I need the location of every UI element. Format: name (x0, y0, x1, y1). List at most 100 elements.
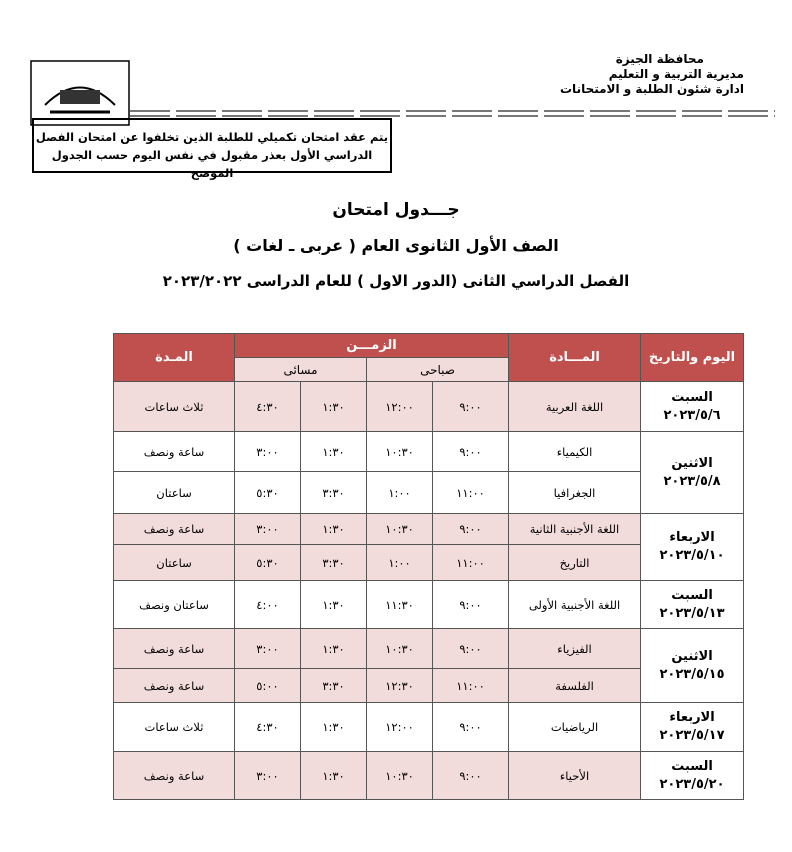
time: ١٠:٣٠ (366, 628, 434, 669)
day-name: الاثنين (671, 455, 713, 471)
time: ٥:٠٠ (233, 668, 302, 703)
header-cell: اليوم والتاريخ (640, 333, 745, 382)
time: ١١:٣٠ (366, 580, 434, 629)
time: ٥:٣٠ (233, 471, 302, 514)
table-body: السبت ٢٠٢٣/٥/٦ اللغة العربية ٩:٠٠ ١٢:٠٠ ١:٣٠ ٤… (113, 381, 745, 800)
header-cell: مسائى (233, 357, 368, 382)
notice-line: الدراسي الأول بعذر مقبول في نفس اليوم حس… (51, 148, 373, 180)
time: ١١:٠٠ (432, 668, 510, 703)
duration: ساعة ونصف (113, 628, 235, 669)
time: ١:٣٠ (300, 580, 368, 629)
date: ٢٠٢٣/٥/١٥ (659, 666, 725, 682)
header-line: مديرية التربية و التعليم (608, 67, 744, 81)
subject: الفيزياء (508, 628, 642, 669)
subject: الكيمياء (508, 431, 642, 472)
header: محافظة الجيزة مديرية التربية و التعليم ا… (560, 52, 744, 97)
header-cell: المـــادة (508, 333, 642, 382)
duration: ساعة ونصف (113, 668, 235, 703)
date: ٢٠٢٣/٥/١٠ (659, 548, 725, 563)
time: ٣:٠٠ (233, 513, 302, 545)
duration: ساعة ونصف (113, 751, 235, 800)
time: ٣:٣٠ (300, 544, 368, 581)
day-cell: الاربعاء ٢٠٢٣/٥/١٠ (640, 513, 745, 581)
time: ١:٣٠ (300, 702, 368, 752)
duration: ساعتان (113, 471, 235, 514)
date: ٢٠٢٣/٥/١٣ (659, 605, 725, 621)
table-row: الاثنين ٢٠٢٣/٥/٨ الكيمياء ٩:٠٠ ١٠:٣٠ ١:٣٠ ٣:٠٠… (113, 431, 745, 514)
subtitle: الصف الأول الثانوى العام ( عربى ـ لغات ) (233, 236, 559, 255)
time: ٣:٠٠ (233, 431, 302, 472)
title: جـــدول امتحان (332, 200, 460, 220)
day-name: الاربعاء (669, 530, 715, 545)
time: ١٠:٣٠ (366, 431, 434, 472)
header-cell: المـدة (113, 333, 235, 382)
day-cell: الاربعاء ٢٠٢٣/٥/١٧ (640, 702, 745, 752)
notice-line: يتم عقد امتحان تكميلي للطلبة الذين تخلفو… (35, 130, 389, 144)
header-cell: صباحى (366, 357, 510, 382)
time: ١١:٠٠ (432, 544, 510, 581)
time: ١٢:٠٠ (366, 381, 434, 432)
time: ١:٣٠ (300, 751, 368, 800)
subject: اللغة الأجنبية الثانية (508, 513, 642, 545)
time: ٤:٣٠ (233, 702, 302, 752)
time: ١٢:٠٠ (366, 702, 434, 752)
header-line: محافظة الجيزة (615, 52, 704, 66)
table-row: الفلسفة ١١:٠٠ ١٢:٣٠ ٣:٣٠ ٥:٠٠ ساعة ونصف (113, 668, 744, 703)
divider (130, 110, 775, 117)
duration: ساعتان (113, 544, 235, 581)
header-cell: الزمـــن (233, 333, 510, 358)
day-name: السبت (671, 758, 713, 774)
table-row: السبت ٢٠٢٣/٥/٦ اللغة العربية ٩:٠٠ ١٢:٠٠ ١:٣٠ ٤… (113, 381, 745, 432)
subtitle: الفصل الدراسي الثانى (الدور الاول ) للعا… (162, 272, 630, 290)
time: ٥:٣٠ (233, 544, 302, 581)
table-row: الاثنين ٢٠٢٣/٥/١٥ الفيزياء ٩:٠٠ ١٠:٣٠ ١:٣٠ ٣:٠… (113, 628, 745, 703)
subject: الأحياء (508, 751, 642, 800)
day-cell: الاثنين ٢٠٢٣/٥/٨ (640, 431, 745, 514)
table-row: السبت ٢٠٢٣/٥/١٣ اللغة الأجنبية الأولى ٩:٠٠ ١… (113, 580, 745, 629)
time: ٣:٠٠ (233, 628, 302, 669)
subject: اللغة العربية (508, 381, 642, 432)
duration: ساعة ونصف (113, 513, 235, 545)
duration: ساعة ونصف (113, 431, 235, 472)
table-row: السبت ٢٠٢٣/٥/٢٠ الأحياء ٩:٠٠ ١٠:٣٠ ١:٣٠ ٣:٠٠ سا… (113, 751, 745, 800)
day-cell: السبت ٢٠٢٣/٥/٦ (640, 381, 745, 432)
day-cell: السبت ٢٠٢٣/٥/٢٠ (640, 751, 745, 800)
subject: الرياضيات (508, 702, 642, 752)
time: ٩:٠٠ (432, 580, 510, 629)
subject: التاريخ (508, 544, 642, 581)
time: ١:٠٠ (366, 471, 434, 514)
time: ١٢:٣٠ (366, 668, 434, 703)
duration: ثلاث ساعات (113, 702, 235, 752)
time: ٩:٠٠ (432, 431, 510, 472)
logo (30, 60, 130, 126)
date: ٢٠٢٣/٥/٢٠ (659, 776, 725, 792)
day-name: السبت (671, 587, 713, 603)
subject: الفلسفة (508, 668, 642, 703)
table-row: الاربعاء ٢٠٢٣/٥/١٠ اللغة الأجنبية الثانية ٩… (113, 513, 745, 581)
date: ٢٠٢٣/٥/١٧ (659, 728, 725, 743)
day-name: الاثنين (671, 648, 713, 664)
duration: ساعتان ونصف (113, 580, 235, 629)
table-row: الجغرافيا ١١:٠٠ ١:٠٠ ٣:٣٠ ٥:٣٠ ساعتان (113, 471, 744, 514)
day-cell: السبت ٢٠٢٣/٥/١٣ (640, 580, 745, 629)
day-cell: الاثنين ٢٠٢٣/٥/١٥ (640, 628, 745, 703)
table-row: الاربعاء ٢٠٢٣/٥/١٧ الرياضيات ٩:٠٠ ١٢:٠٠ ١:٣٠ ٤… (113, 702, 745, 752)
time: ٩:٠٠ (432, 381, 510, 432)
time: ٩:٠٠ (432, 513, 510, 545)
time: ٣:٠٠ (233, 751, 302, 800)
time: ٩:٠٠ (432, 751, 510, 800)
time: ٤:٣٠ (233, 381, 302, 432)
subject: الجغرافيا (508, 471, 642, 514)
date: ٢٠٢٣/٥/٦ (663, 407, 721, 423)
day-name: الاربعاء (669, 710, 715, 725)
table-row: التاريخ ١١:٠٠ ١:٠٠ ٣:٣٠ ٥:٣٠ ساعتان (113, 544, 744, 581)
date: ٢٠٢٣/٥/٨ (663, 473, 721, 489)
time: ١:٠٠ (366, 544, 434, 581)
time: ٩:٠٠ (432, 628, 510, 669)
notice: يتم عقد امتحان تكميلي للطلبة الذين تخلفو… (32, 118, 392, 180)
time: ١:٣٠ (300, 513, 368, 545)
time: ١٠:٣٠ (366, 751, 434, 800)
time: ٤:٠٠ (233, 580, 302, 629)
day-name: السبت (671, 389, 713, 405)
exam-table: اليوم والتاريخ المـــادة الزمـــن المـدة… (113, 333, 745, 800)
